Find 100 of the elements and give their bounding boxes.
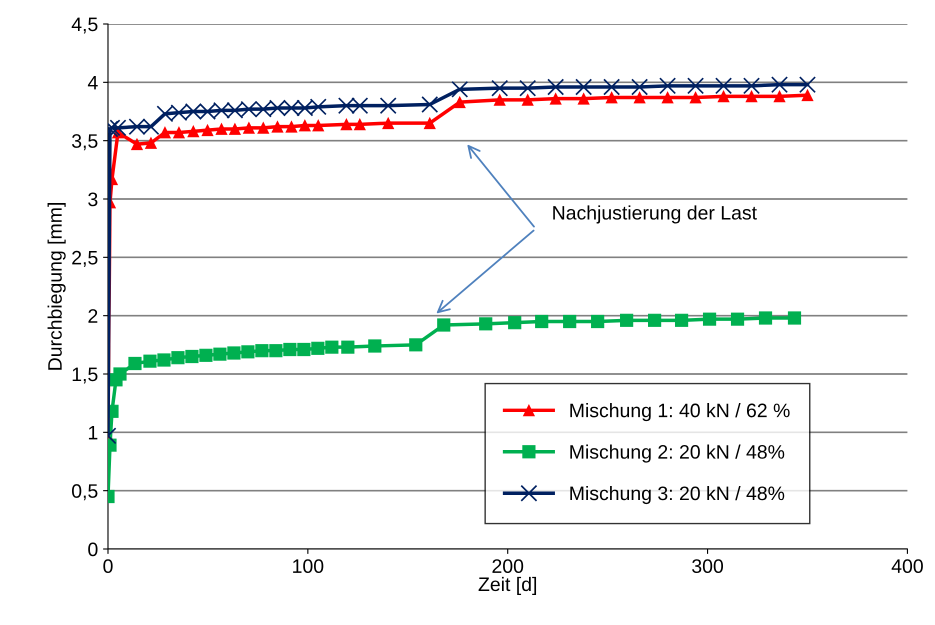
point — [297, 342, 310, 356]
point — [311, 342, 324, 355]
point — [286, 120, 298, 133]
y-tick-label: 3,5 — [72, 134, 98, 150]
y-tick-label: 1 — [88, 426, 98, 440]
legend-label: Mischung 1: 40 kN / 62 % — [570, 403, 790, 422]
point — [143, 354, 157, 368]
point — [730, 312, 744, 326]
point — [171, 351, 185, 364]
point — [213, 348, 227, 361]
point — [110, 119, 126, 136]
point — [802, 89, 814, 102]
point — [312, 120, 324, 132]
point — [242, 122, 255, 134]
point — [298, 120, 311, 132]
y-axis-title: Durchbiegung [mm] — [48, 203, 66, 370]
point — [575, 78, 592, 96]
point — [325, 340, 338, 354]
point — [746, 90, 758, 102]
point — [774, 90, 786, 102]
x-tick-label: 300 — [692, 559, 724, 574]
point — [341, 340, 354, 354]
point — [145, 137, 157, 149]
point — [648, 314, 662, 327]
point — [241, 345, 254, 358]
y-tick-label: 2,5 — [72, 250, 98, 267]
point — [113, 367, 127, 381]
point — [659, 77, 676, 94]
point — [159, 126, 171, 138]
point — [606, 92, 618, 104]
point — [354, 118, 366, 130]
point — [743, 77, 760, 94]
point — [382, 117, 394, 130]
point — [758, 311, 772, 325]
point — [603, 78, 620, 96]
point — [257, 122, 270, 134]
point — [718, 90, 730, 102]
y-tick-label: 0 — [88, 542, 98, 556]
point — [547, 78, 564, 96]
point — [494, 94, 506, 106]
point — [687, 77, 704, 94]
point — [437, 318, 450, 332]
y-tick-label: 4,5 — [72, 18, 98, 34]
point — [550, 92, 562, 105]
point — [340, 118, 352, 130]
point — [799, 76, 816, 94]
point — [702, 312, 716, 326]
point — [578, 92, 590, 105]
point — [228, 123, 241, 135]
point — [479, 317, 492, 330]
point — [454, 96, 466, 108]
x-tick-label: 400 — [892, 559, 923, 574]
point — [563, 314, 576, 328]
point — [173, 126, 185, 138]
point — [187, 125, 200, 138]
point — [272, 120, 284, 133]
point — [368, 339, 382, 353]
point — [519, 80, 536, 97]
point — [255, 344, 268, 358]
x-tick-label: 100 — [293, 559, 324, 574]
point — [216, 123, 228, 135]
point — [131, 138, 143, 150]
y-tick-label: 2 — [88, 309, 98, 323]
point — [491, 80, 508, 97]
point — [202, 124, 214, 136]
x-tick-label: 200 — [492, 559, 524, 574]
y-tick-label: 0,5 — [72, 484, 98, 500]
point — [157, 353, 171, 367]
point — [421, 96, 438, 113]
point — [690, 92, 702, 104]
point — [631, 78, 648, 96]
y-tick-label: 3 — [88, 192, 98, 206]
point — [451, 80, 468, 98]
point — [788, 311, 802, 325]
y-tick-label: 1,5 — [72, 368, 98, 384]
point — [535, 314, 548, 328]
point — [620, 314, 634, 327]
point — [715, 77, 732, 94]
x-axis-title: Zeit [d] — [478, 576, 536, 595]
legend-label: Mischung 2: 20 kN / 48% — [570, 444, 784, 463]
point — [380, 97, 397, 114]
point — [409, 338, 422, 352]
point — [771, 76, 788, 94]
point — [227, 346, 240, 360]
point — [424, 117, 436, 130]
y-tick-label: 4 — [88, 76, 98, 90]
legend-label: Mischung 3: 20 kN / 48% — [570, 486, 784, 504]
point — [128, 356, 142, 370]
point — [522, 94, 534, 106]
point — [674, 314, 688, 327]
point — [662, 92, 674, 104]
point — [185, 350, 199, 364]
point — [508, 316, 522, 330]
point — [283, 342, 296, 356]
point — [269, 344, 282, 358]
point — [199, 348, 213, 362]
point — [591, 314, 604, 328]
annotation: Nachjustierung der Last — [553, 205, 757, 224]
point — [634, 92, 646, 104]
x-tick-label: 0 — [103, 559, 113, 574]
